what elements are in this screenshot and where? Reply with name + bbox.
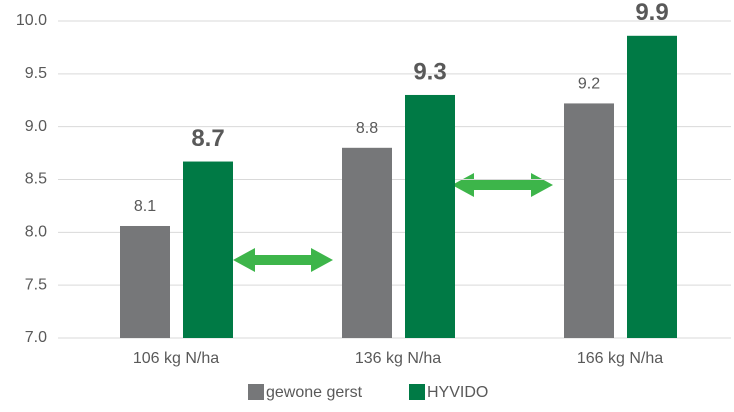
double-arrow xyxy=(452,173,553,197)
x-tick-label: 106 kg N/ha xyxy=(133,350,219,367)
value-label: 8.1 xyxy=(134,198,156,215)
y-tick-label: 8.0 xyxy=(25,224,47,241)
y-tick-label: 8.5 xyxy=(25,171,47,188)
y-tick-label: 9.0 xyxy=(25,118,47,135)
y-tick-label: 7.0 xyxy=(25,329,47,346)
legend-label: gewone gerst xyxy=(266,384,363,401)
x-tick-label: 166 kg N/ha xyxy=(577,350,663,367)
bar xyxy=(564,103,614,338)
value-label: 9.3 xyxy=(413,58,446,85)
double-arrow xyxy=(233,248,333,272)
bar xyxy=(183,161,233,338)
legend-swatch xyxy=(248,384,264,400)
legend-label: HYVIDO xyxy=(427,384,488,401)
x-tick-label: 136 kg N/ha xyxy=(355,350,441,367)
y-tick-label: 7.5 xyxy=(25,276,47,293)
y-tick-label: 9.5 xyxy=(25,65,47,82)
y-tick-label: 10.0 xyxy=(16,12,47,29)
bar xyxy=(627,35,677,338)
legend-swatch xyxy=(409,384,425,400)
arrows xyxy=(233,173,553,272)
bar xyxy=(120,225,170,338)
value-label: 9.2 xyxy=(578,76,600,93)
bar xyxy=(405,94,455,338)
value-label: 8.7 xyxy=(191,125,224,152)
value-label: 9.9 xyxy=(635,0,668,26)
bar xyxy=(342,147,392,338)
value-label: 8.8 xyxy=(356,120,378,137)
